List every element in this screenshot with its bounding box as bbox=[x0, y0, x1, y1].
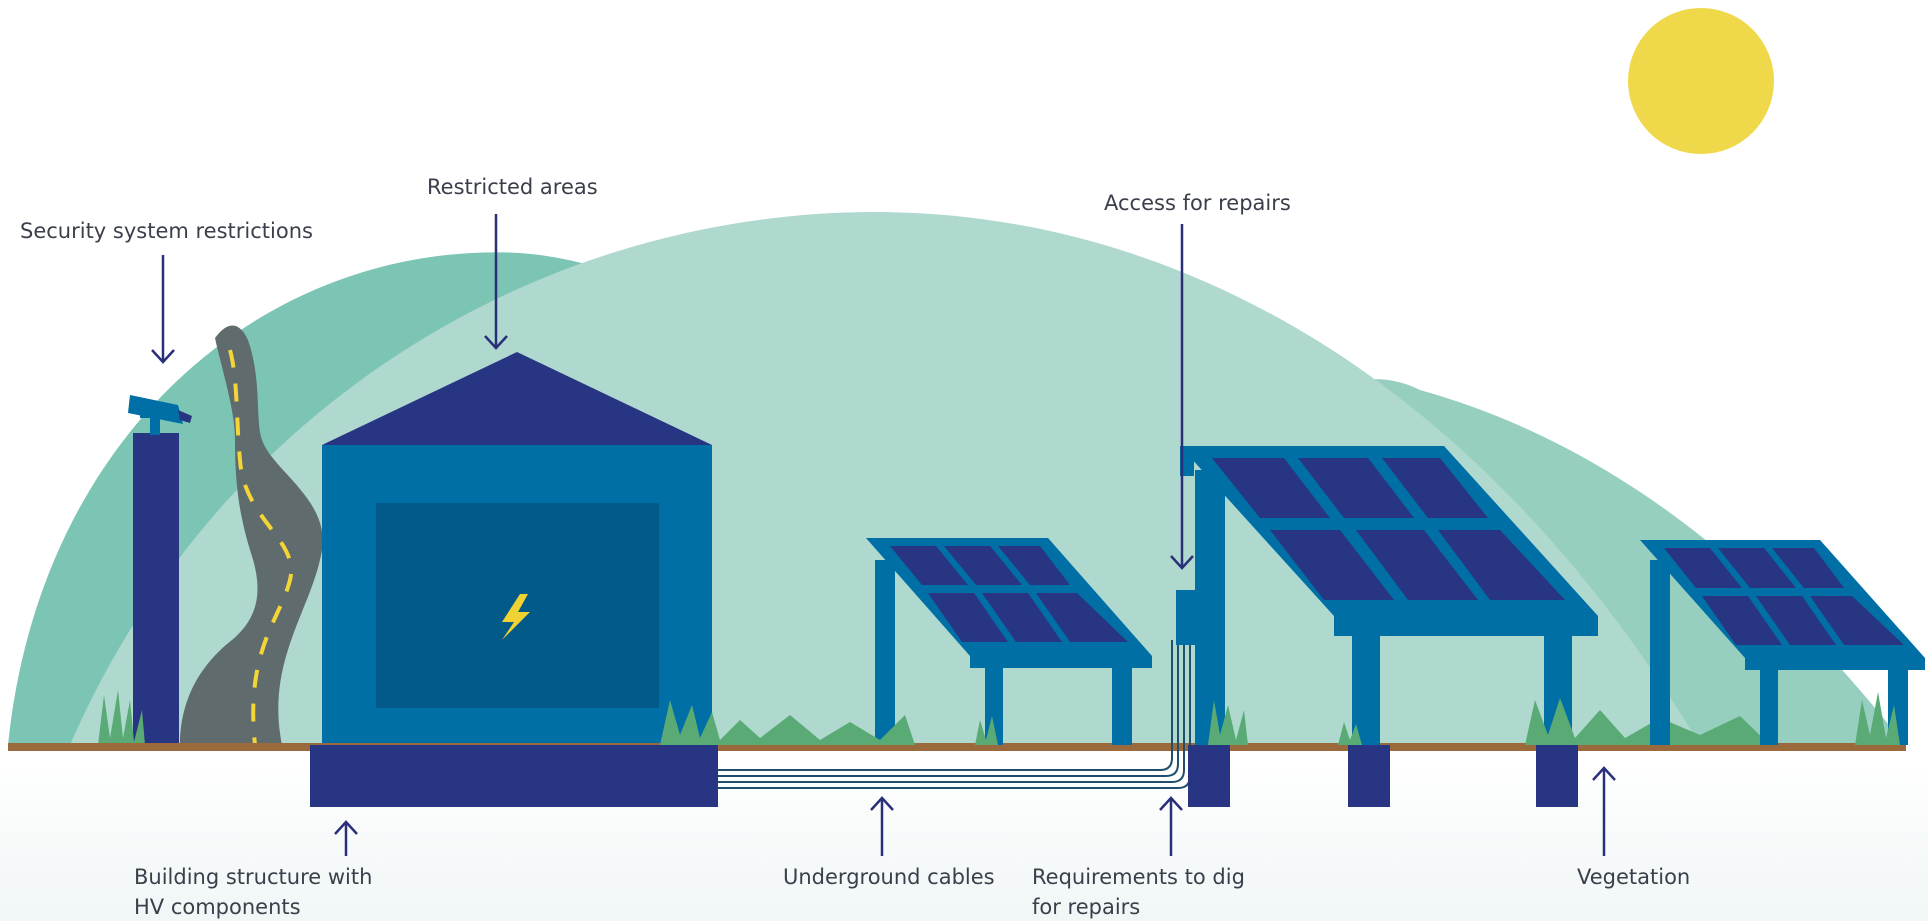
ground-line bbox=[8, 743, 1906, 751]
label-security-system-restrictions: Security system restrictions bbox=[20, 219, 313, 243]
label-restricted-areas: Restricted areas bbox=[427, 175, 598, 199]
label-building-structure: Building structure with HV components bbox=[134, 865, 373, 919]
label-vegetation: Vegetation bbox=[1577, 865, 1691, 889]
arrow-cables bbox=[870, 796, 894, 856]
arrow-restricted bbox=[484, 214, 508, 350]
solar-panel-small bbox=[866, 538, 1152, 745]
arrow-security bbox=[151, 255, 175, 364]
building-foundation bbox=[310, 745, 718, 807]
arrow-building bbox=[334, 820, 358, 856]
grass-strip bbox=[660, 700, 998, 745]
arrow-dig bbox=[1159, 796, 1183, 856]
sun-icon bbox=[1628, 8, 1774, 154]
label-access-for-repairs: Access for repairs bbox=[1104, 191, 1291, 215]
lightning-bolt-icon bbox=[502, 594, 530, 640]
road bbox=[180, 325, 323, 746]
grass-tuft bbox=[98, 690, 145, 745]
arrow-access bbox=[1170, 224, 1194, 570]
grass-strip-middle bbox=[1208, 698, 1770, 745]
arrow-vegetation bbox=[1592, 766, 1616, 856]
label-underground-cables: Underground cables bbox=[783, 865, 995, 889]
security-camera-icon bbox=[128, 395, 192, 745]
grass-tuft-right bbox=[1855, 692, 1900, 745]
label-requirements-to-dig: Requirements to dig for repairs bbox=[1032, 865, 1245, 919]
solar-panel-large bbox=[1176, 446, 1598, 807]
